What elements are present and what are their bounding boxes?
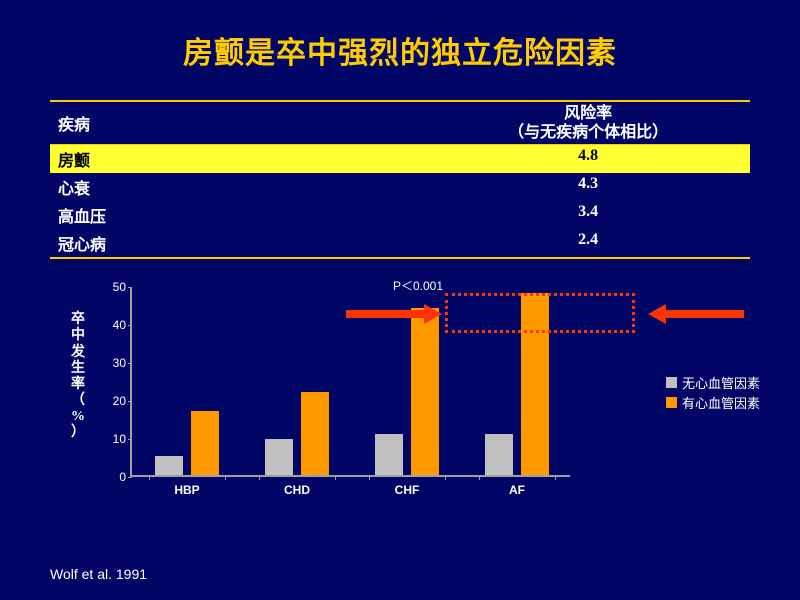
cell-risk: 4.8 — [434, 147, 742, 171]
bar — [411, 308, 439, 475]
x-tick-mark — [335, 475, 336, 480]
x-tick-mark — [555, 475, 556, 480]
arrow-left-pointer — [346, 310, 424, 318]
y-tick: 50 — [98, 280, 126, 294]
citation: Wolf et al. 1991 — [50, 566, 147, 582]
x-tick-mark — [149, 475, 150, 480]
x-tick-mark — [445, 475, 446, 480]
table-row: 房颤4.8 — [50, 145, 750, 173]
y-tick: 0 — [98, 470, 126, 484]
arrow-right-pointer — [666, 310, 744, 318]
x-tick-label: AF — [509, 483, 525, 497]
header-disease: 疾病 — [58, 111, 434, 135]
stroke-rate-chart: 卒中发生率（%） P＜0.001 01020304050HBPCHDCHFAF … — [0, 277, 800, 527]
highlight-box — [445, 293, 635, 333]
cell-risk: 4.3 — [434, 175, 742, 199]
table-row: 心衰4.3 — [50, 173, 750, 201]
x-tick-label: HBP — [174, 483, 199, 497]
y-tick: 20 — [98, 394, 126, 408]
legend-item: 有心血管因素 — [666, 393, 760, 412]
legend-item: 无心血管因素 — [666, 373, 760, 392]
y-tick: 30 — [98, 356, 126, 370]
legend: 无心血管因素有心血管因素 — [666, 372, 760, 413]
table-row: 冠心病2.4 — [50, 229, 750, 257]
x-tick-label: CHD — [284, 483, 310, 497]
table-bottom-rule — [50, 257, 750, 259]
y-tick: 10 — [98, 432, 126, 446]
legend-swatch — [666, 397, 677, 408]
legend-label: 有心血管因素 — [682, 393, 760, 412]
cell-disease: 房颤 — [58, 147, 434, 171]
bar — [485, 434, 513, 476]
bar — [191, 411, 219, 476]
cell-risk: 2.4 — [434, 231, 742, 255]
cell-disease: 高血压 — [58, 203, 434, 227]
cell-risk: 3.4 — [434, 203, 742, 227]
x-tick-mark — [259, 475, 260, 480]
legend-label: 无心血管因素 — [682, 373, 760, 392]
cell-disease: 冠心病 — [58, 231, 434, 255]
header-risk: 风险率 （与无疾病个体相比） — [434, 104, 742, 142]
y-axis-label: 卒中发生率（%） — [70, 312, 86, 441]
x-tick-label: CHF — [395, 483, 420, 497]
x-tick-mark — [369, 475, 370, 480]
table-row: 高血压3.4 — [50, 201, 750, 229]
table-header-row: 疾病 风险率 （与无疾病个体相比） — [50, 102, 750, 144]
x-tick-mark — [225, 475, 226, 480]
bar — [155, 456, 183, 475]
bar — [265, 439, 293, 475]
risk-table: 疾病 风险率 （与无疾病个体相比） 房颤4.8心衰4.3高血压3.4冠心病2.4 — [50, 100, 750, 259]
legend-swatch — [666, 377, 677, 388]
cell-disease: 心衰 — [58, 175, 434, 199]
bar — [301, 392, 329, 476]
y-tick: 40 — [98, 318, 126, 332]
bar — [375, 434, 403, 476]
x-tick-mark — [479, 475, 480, 480]
header-risk-sub: （与无疾病个体相比） — [434, 123, 742, 142]
slide-title: 房颤是卒中强烈的独立危险因素 — [0, 0, 800, 90]
header-risk-main: 风险率 — [434, 104, 742, 123]
